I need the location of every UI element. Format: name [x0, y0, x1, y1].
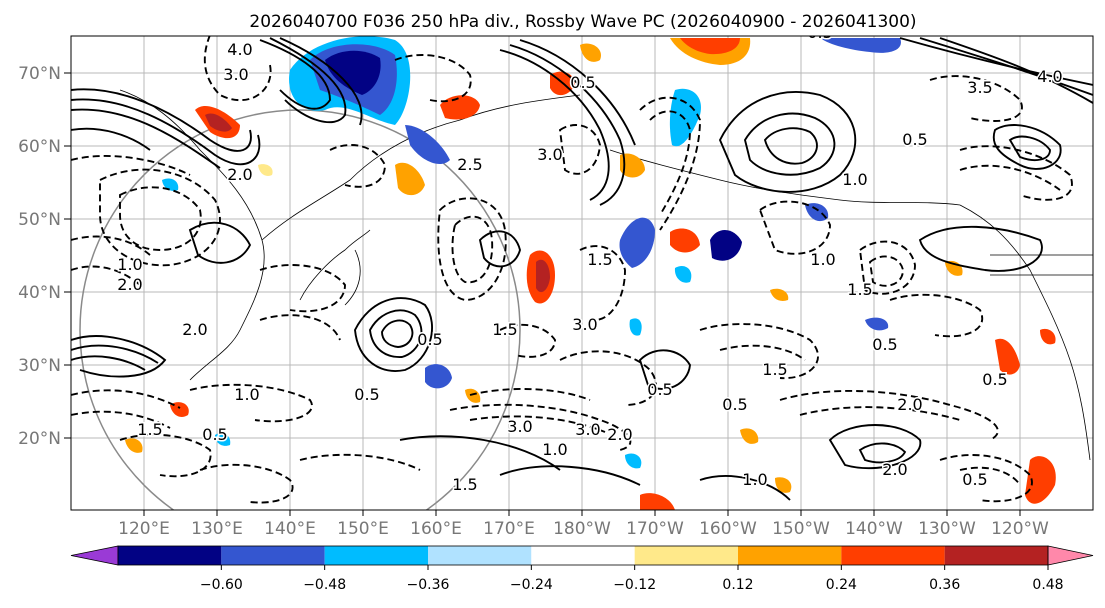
colorbar-tick-label: −0.48 — [303, 577, 346, 593]
colorbar-tick-label: −0.24 — [510, 577, 553, 593]
contour-label: 1.0 — [542, 440, 567, 459]
contour-label: 2.0 — [607, 425, 632, 444]
lon-label: 150°E — [337, 519, 389, 539]
contour-label: 0.5 — [647, 380, 672, 399]
contour-label: 3.0 — [575, 420, 600, 439]
contour-label: 0.5 — [354, 385, 379, 404]
latitude-axis: 20°N 30°N 40°N 50°N 60°N 70°N — [18, 64, 71, 449]
contour-label: 1.5 — [762, 360, 787, 379]
colorbar-swatch — [738, 546, 842, 565]
colorbar-tick-label: −0.12 — [613, 577, 656, 593]
contour-label: 1.5 — [492, 320, 517, 339]
contour-label: 2.0 — [897, 395, 922, 414]
contour-label: 3.5 — [967, 78, 992, 97]
lon-label: 120°W — [991, 519, 1049, 539]
lon-label: 130°E — [191, 519, 243, 539]
colorbar-extend-low — [70, 545, 119, 566]
contour-label: 0.5 — [982, 370, 1007, 389]
contours-positive — [71, 37, 1093, 501]
phase-circle — [79, 109, 521, 510]
colorbar-swatches — [70, 545, 1094, 566]
contour-label: 4.0 — [1037, 67, 1062, 86]
contour-label: 3.0 — [223, 65, 248, 84]
contour-label: 3.0 — [572, 315, 597, 334]
contour-label: 1.5 — [452, 475, 477, 494]
contour-label: 0.5 — [902, 130, 927, 149]
contour-label: 2.5 — [457, 155, 482, 174]
contour-label: 2.0 — [182, 320, 207, 339]
colorbar-swatch — [944, 546, 1048, 565]
colorbar-extend-high — [1047, 545, 1094, 566]
lon-label: 150°W — [772, 519, 830, 539]
contour-label: 1.5 — [847, 280, 872, 299]
lon-label: 140°E — [264, 519, 316, 539]
colorbar-tick-label: 0.24 — [826, 577, 857, 593]
contour-label: 0.5 — [570, 73, 595, 92]
lat-label: 50°N — [18, 210, 61, 230]
coastlines — [119, 89, 1093, 461]
colorbar-tick-label: 0.12 — [722, 577, 753, 593]
colorbar-tick-label: 0.36 — [929, 577, 960, 593]
contour-label: 0.5 — [962, 470, 987, 489]
contour-label: 0.5 — [417, 330, 442, 349]
colorbar-swatch — [841, 546, 945, 565]
colorbar-ticks: −0.60 −0.48 −0.36 −0.24 −0.12 0.12 0.24 0.36 0.4… — [200, 565, 1064, 593]
contour-labels: 4.03.02.01.00.51.50.53.02.01.00.53.02.53… — [116, 23, 1064, 496]
contour-label: 3.0 — [507, 417, 532, 436]
lat-label: 70°N — [18, 64, 61, 84]
lon-label: 160°W — [699, 519, 757, 539]
colorbar-tick-label: 0.48 — [1032, 577, 1063, 593]
contour-label: 0.5 — [807, 23, 832, 42]
map-panel: 4.03.02.01.00.51.50.53.02.01.00.53.02.53… — [70, 23, 1094, 511]
colorbar-swatch — [118, 546, 222, 565]
contour-label: 1.0 — [234, 385, 259, 404]
lon-label: 170°E — [483, 519, 535, 539]
contour-label: 1.5 — [587, 250, 612, 269]
lon-label: 180°W — [553, 519, 611, 539]
contour-label: 1.0 — [742, 470, 767, 489]
lon-label: 160°E — [410, 519, 462, 539]
longitude-axis: 120°E 130°E 140°E 150°E 160°E 170°E 180°W 170°W… — [118, 510, 1049, 539]
colorbar-swatch — [531, 546, 635, 565]
contour-label: 2.0 — [227, 165, 252, 184]
colorbar-tick-label: −0.36 — [407, 577, 450, 593]
colorbar-tick-label: −0.60 — [200, 577, 243, 593]
contour-label: 0.5 — [872, 335, 897, 354]
lon-label: 120°E — [118, 519, 170, 539]
lon-label: 130°W — [918, 519, 976, 539]
lon-label: 170°W — [626, 519, 684, 539]
contour-label: 1.0 — [810, 250, 835, 269]
lat-label: 30°N — [18, 356, 61, 376]
map-title: 2026040700 F036 250 hPa div., Rossby Wav… — [249, 12, 916, 32]
contours-negative — [71, 36, 1073, 504]
colorbar: −0.60 −0.48 −0.36 −0.24 −0.12 0.12 0.24 0.36 0.4… — [70, 545, 1094, 593]
colorbar-swatch — [324, 546, 428, 565]
colorbar-swatch — [221, 546, 325, 565]
contour-label: 3.0 — [537, 145, 562, 164]
contour-label: 2.0 — [882, 460, 907, 479]
contour-label: 1.5 — [137, 420, 162, 439]
lat-label: 20°N — [18, 429, 61, 449]
colorbar-swatch — [634, 546, 738, 565]
contour-label: 4.0 — [227, 40, 252, 59]
lat-label: 40°N — [18, 283, 61, 303]
contour-label: 0.5 — [722, 395, 747, 414]
contour-label: 1.0 — [117, 255, 142, 274]
contour-label: 1.0 — [842, 170, 867, 189]
contour-label: 0.5 — [202, 425, 227, 444]
colorbar-swatch — [428, 546, 532, 565]
contour-label: 2.0 — [117, 275, 142, 294]
lat-label: 60°N — [18, 137, 61, 157]
lon-label: 140°W — [845, 519, 903, 539]
colorbar-outline — [117, 545, 1049, 566]
